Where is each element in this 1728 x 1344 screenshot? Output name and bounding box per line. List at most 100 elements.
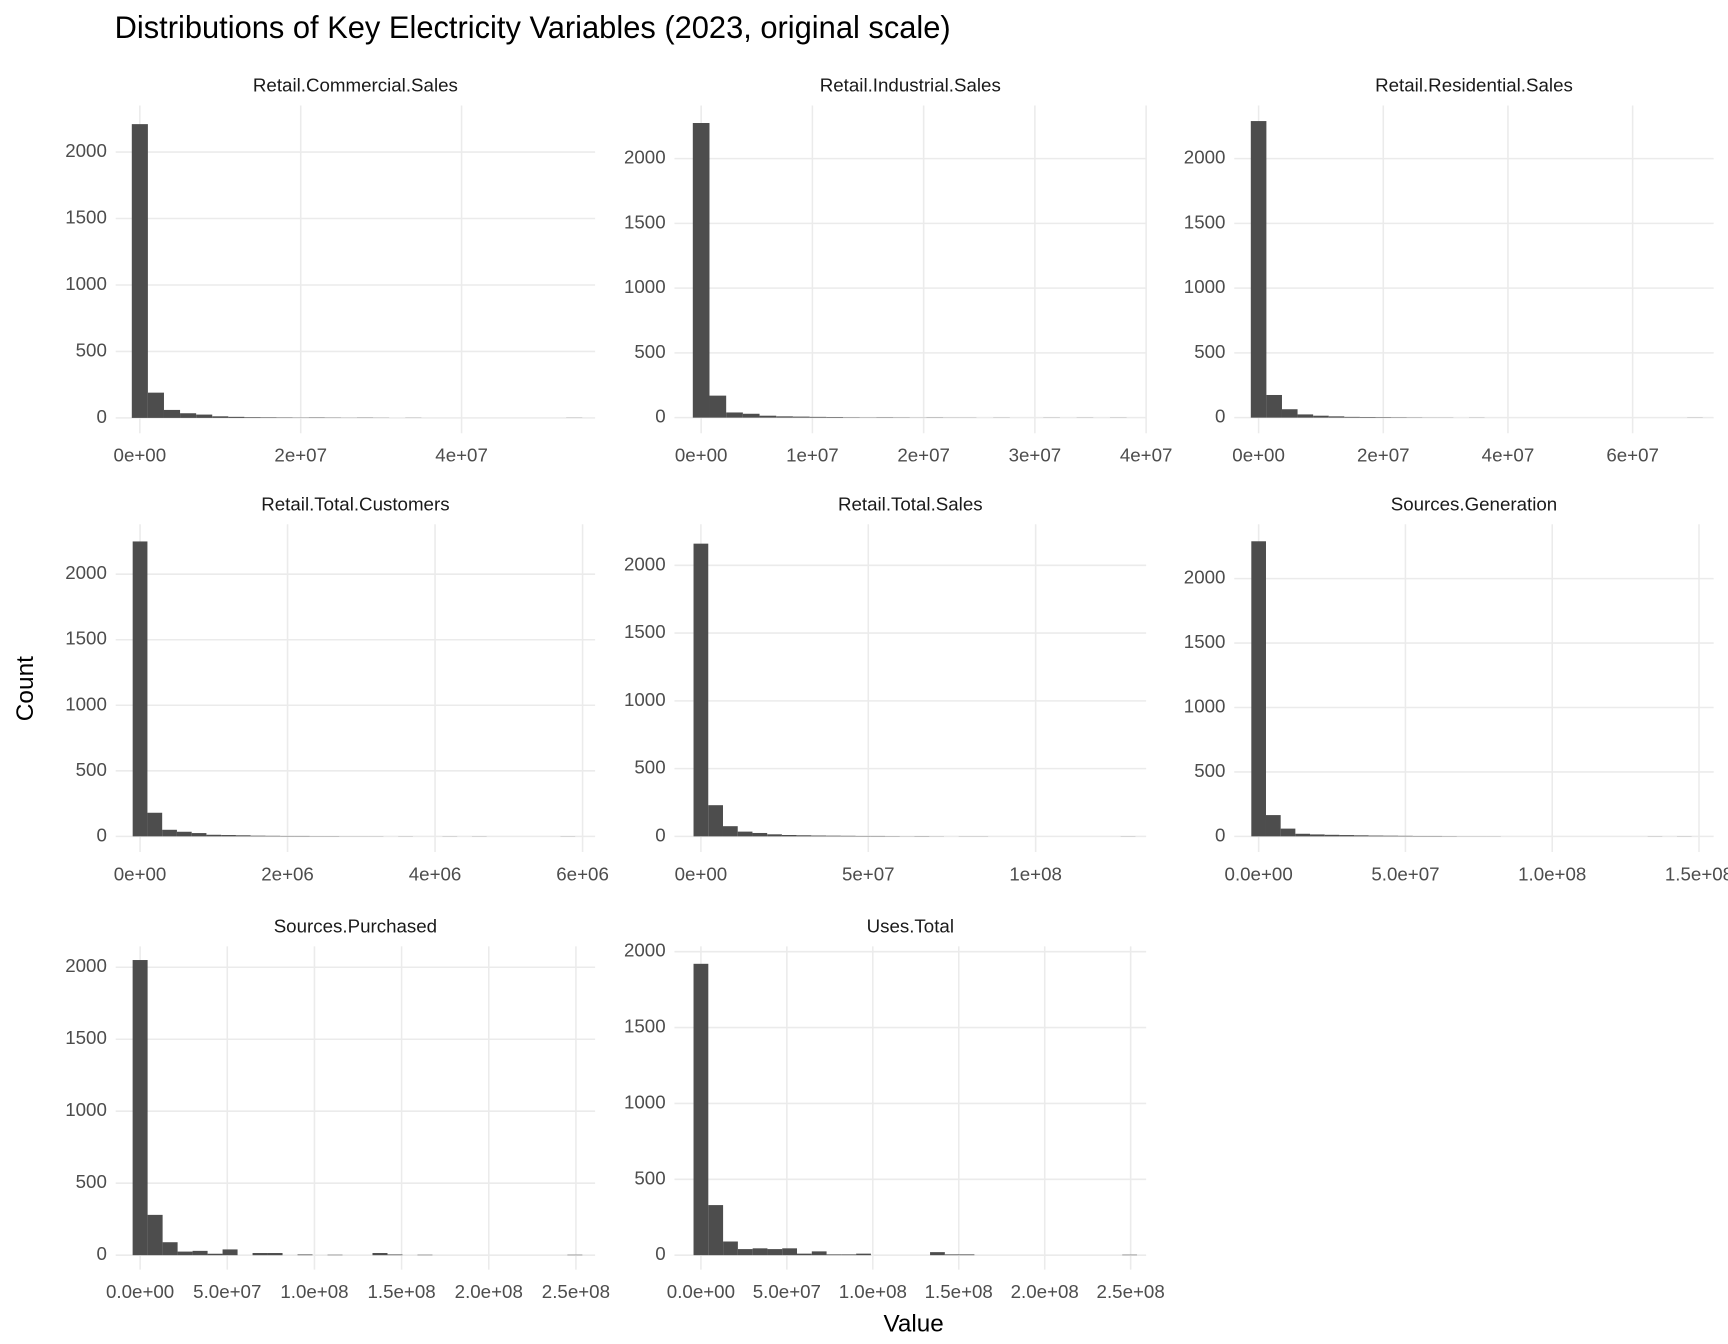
histogram-bar <box>191 833 207 837</box>
histogram-bar <box>196 414 213 418</box>
histogram-bar <box>147 812 163 837</box>
histogram-bar <box>1281 409 1298 418</box>
histogram-bar <box>244 417 261 418</box>
histogram-bar <box>1344 416 1360 418</box>
x-tick-label: 0.0e+00 <box>1225 863 1293 884</box>
histogram-bar <box>811 1251 827 1256</box>
histogram-bar <box>1266 394 1282 418</box>
histogram-bar <box>809 416 827 418</box>
histogram-bar <box>826 417 843 418</box>
histogram-bar <box>723 1241 738 1256</box>
x-tick-label: 2e+07 <box>1357 444 1410 465</box>
y-tick-label: 500 <box>1194 760 1225 781</box>
y-tick-label: 1500 <box>624 621 666 642</box>
histogram-bar <box>1313 415 1329 418</box>
x-tick-label: 5.0e+07 <box>193 1281 261 1302</box>
y-tick-label: 1500 <box>624 1015 666 1036</box>
facet-title: Retail.Total.Sales <box>838 493 983 514</box>
histogram-bar <box>930 1252 945 1256</box>
y-tick-label: 1500 <box>65 628 107 649</box>
x-tick-label: 4e+07 <box>1482 444 1535 465</box>
x-tick-label: 2.0e+08 <box>455 1281 523 1302</box>
histogram-bar <box>781 835 797 837</box>
histogram-bar <box>1310 834 1325 837</box>
histogram-bar <box>826 1254 842 1256</box>
y-tick-label: 500 <box>76 339 107 360</box>
y-tick-label: 2000 <box>65 140 107 161</box>
x-tick-label: 0e+00 <box>114 444 167 465</box>
histogram-bar <box>759 415 777 418</box>
x-tick-label: 4e+06 <box>409 863 462 884</box>
histogram-bar <box>797 1253 812 1256</box>
histogram-bar <box>207 1253 223 1256</box>
histogram-bar <box>1324 834 1340 837</box>
histogram-bar <box>752 1248 768 1256</box>
y-tick-label: 1000 <box>624 689 666 710</box>
histogram-bar <box>1295 833 1311 837</box>
histogram-bar <box>221 835 236 837</box>
x-tick-label: 1e+08 <box>1009 863 1062 884</box>
histogram-bar <box>692 123 710 418</box>
histogram-bar <box>132 960 148 1256</box>
histogram-bar <box>235 835 251 837</box>
facet-title: Retail.Residential.Sales <box>1375 75 1573 96</box>
x-tick-label: 2.5e+08 <box>542 1281 610 1302</box>
facet-title: Sources.Generation <box>1391 493 1558 514</box>
y-axis-label: Count <box>12 656 39 721</box>
facet-title: Retail.Total.Customers <box>261 493 449 514</box>
histogram-bar <box>796 835 812 837</box>
x-tick-label: 5.0e+07 <box>1371 863 1439 884</box>
x-tick-label: 1.5e+08 <box>1665 863 1728 884</box>
y-tick-label: 2000 <box>65 955 107 976</box>
x-tick-label: 2e+06 <box>261 863 314 884</box>
histogram-bar <box>693 543 709 837</box>
histogram-bar <box>252 1253 268 1256</box>
histogram-bar <box>1339 835 1355 837</box>
histogram-bar <box>372 1253 388 1256</box>
histogram-bar <box>959 1254 975 1256</box>
histogram-bar <box>709 395 727 418</box>
y-tick-label: 1500 <box>1184 211 1226 232</box>
y-tick-label: 0 <box>1215 824 1225 845</box>
x-tick-label: 0e+00 <box>1232 444 1285 465</box>
histogram-bar <box>1359 417 1376 418</box>
facet-title: Sources.Purchased <box>274 915 437 936</box>
x-tick-label: 2.5e+08 <box>1097 1281 1165 1302</box>
x-tick-label: 2e+07 <box>274 444 327 465</box>
histogram-bar <box>180 413 197 418</box>
x-tick-label: 1.0e+08 <box>1518 863 1586 884</box>
y-tick-label: 500 <box>76 1171 107 1192</box>
histogram-bar <box>1354 835 1369 837</box>
y-tick-label: 0 <box>1215 406 1225 427</box>
y-tick-label: 0 <box>655 824 665 845</box>
y-tick-label: 2000 <box>1184 147 1226 168</box>
y-tick-label: 1000 <box>624 276 666 297</box>
x-tick-label: 3e+07 <box>1009 444 1062 465</box>
y-tick-label: 2000 <box>1184 567 1226 588</box>
histogram-bar <box>1297 414 1314 418</box>
histogram-bar <box>708 805 723 837</box>
x-tick-label: 1e+07 <box>786 444 839 465</box>
histogram-bar <box>147 392 164 418</box>
y-tick-label: 0 <box>655 406 665 427</box>
histogram-bar <box>782 1248 798 1256</box>
y-tick-label: 1500 <box>1184 631 1226 652</box>
histogram-bar <box>944 1254 960 1256</box>
y-tick-label: 0 <box>96 406 106 427</box>
y-tick-label: 500 <box>76 759 107 780</box>
histogram-bar <box>840 835 856 837</box>
histogram-bar <box>767 1249 783 1256</box>
histogram-bar <box>737 831 753 837</box>
facet-title: Retail.Commercial.Sales <box>253 75 458 96</box>
histogram-bar <box>387 1254 403 1256</box>
histogram-bar <box>1280 828 1296 837</box>
histogram-bar <box>206 834 222 837</box>
histogram-bar <box>792 416 810 418</box>
y-tick-label: 1000 <box>624 1091 666 1112</box>
histogram-bar <box>722 826 738 837</box>
histogram-bar <box>1375 417 1392 418</box>
histogram-bar <box>1398 835 1413 837</box>
x-tick-label: 4e+07 <box>1120 444 1173 465</box>
